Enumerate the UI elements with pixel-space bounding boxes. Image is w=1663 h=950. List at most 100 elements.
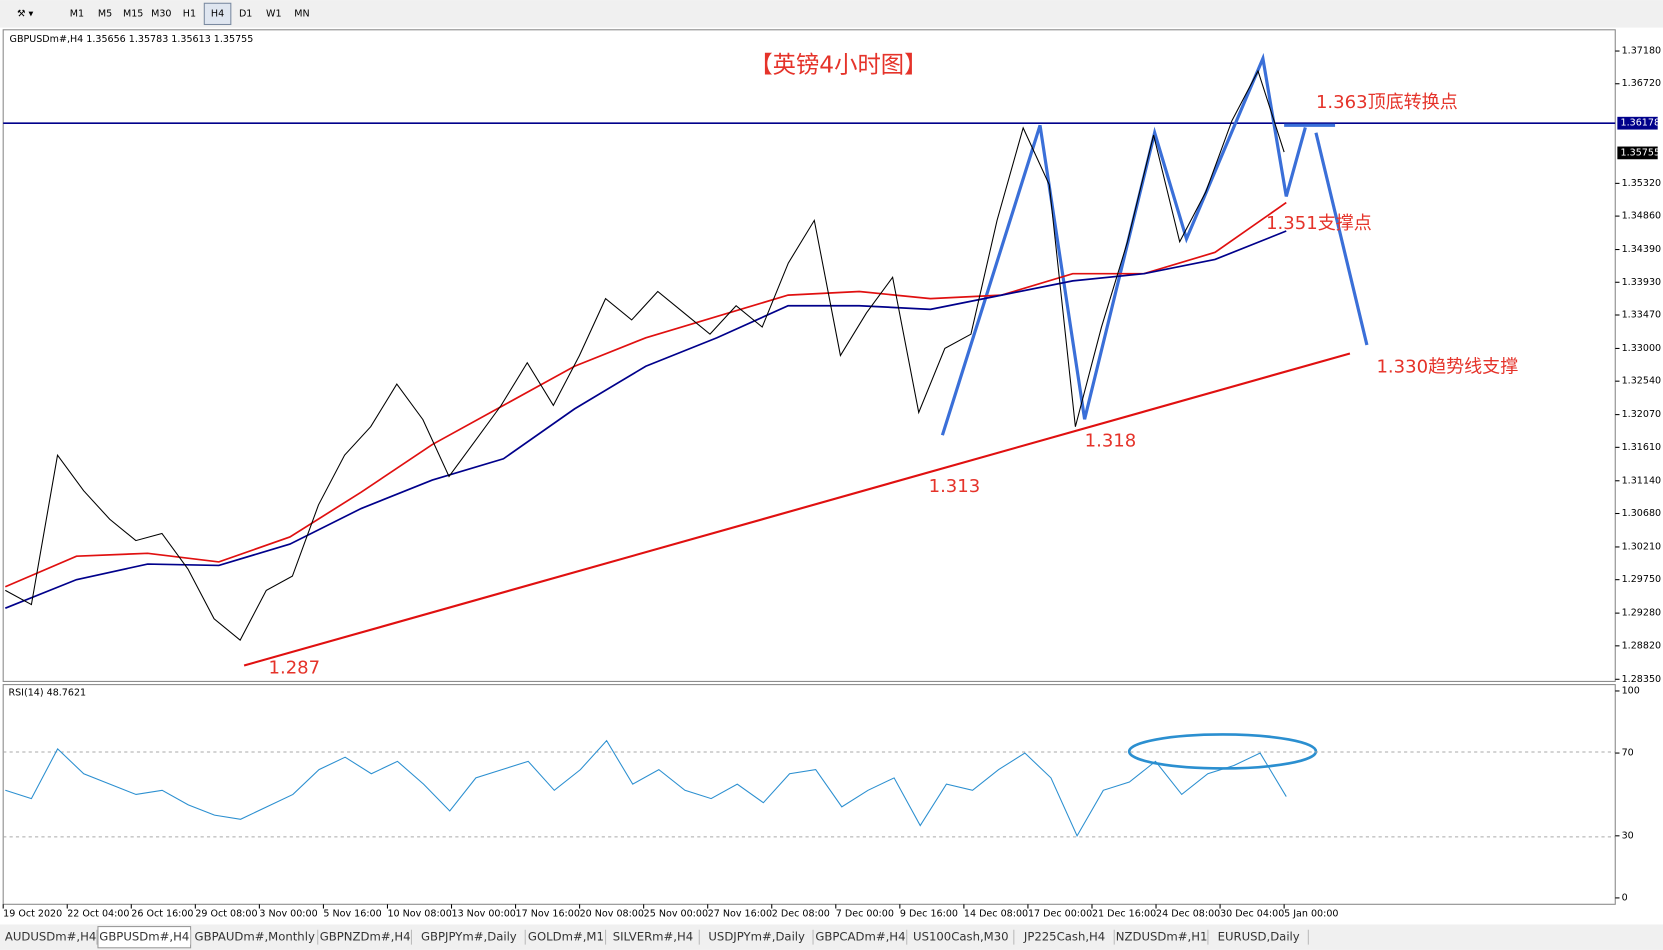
timeframe-label[interactable]: H1 <box>183 8 196 19</box>
tab-label[interactable]: NZDUSDm#,H1 <box>1116 930 1208 944</box>
price-tick-label: 1.30210 <box>1622 541 1661 552</box>
timeframe-label[interactable]: M1 <box>70 8 84 19</box>
time-label: 17 Dec 00:00 <box>1028 908 1092 919</box>
annotation: 1.313 <box>929 476 981 497</box>
price-tick-label: 1.36720 <box>1622 78 1661 89</box>
tab-label[interactable]: GBPCADm#,H4 <box>815 930 905 944</box>
timeframe-label[interactable]: D1 <box>239 8 252 19</box>
time-label: 5 Nov 16:00 <box>323 908 381 919</box>
tab[interactable] <box>1115 926 1208 948</box>
rsi-tick-label: 0 <box>1622 892 1628 903</box>
time-label: 2 Dec 08:00 <box>772 908 830 919</box>
tab-label[interactable]: JP225Cash,H4 <box>1023 930 1105 944</box>
time-label: 17 Nov 16:00 <box>516 908 580 919</box>
price-tick-label: 1.30680 <box>1622 508 1661 519</box>
chart-header: GBPUSDm#,H4 1.35656 1.35783 1.35613 1.35… <box>10 34 254 45</box>
tab-label[interactable]: US100Cash,M30 <box>913 930 1009 944</box>
tab[interactable] <box>526 926 606 948</box>
timeframe-button[interactable] <box>63 3 91 25</box>
tab-label[interactable]: GBPJPYm#,Daily <box>421 930 517 944</box>
price-tick-label: 1.29750 <box>1622 574 1661 585</box>
tab-label[interactable]: GBPAUDm#,Monthly <box>195 930 315 944</box>
tab[interactable] <box>907 926 1014 948</box>
price-tick-label: 1.37180 <box>1622 46 1661 57</box>
price-tick-label: 1.35320 <box>1622 178 1661 189</box>
ma-red <box>4 201 1287 588</box>
tab[interactable] <box>318 926 412 948</box>
price-tick-label: 1.31140 <box>1622 475 1661 486</box>
annotation: 1.318 <box>1085 431 1137 452</box>
tab-label[interactable]: EURUSD,Daily <box>1218 930 1300 944</box>
price-tick-label: 1.33930 <box>1622 277 1661 288</box>
timeframe-label[interactable]: M30 <box>151 8 171 19</box>
time-label: 21 Dec 16:00 <box>1092 908 1156 919</box>
price-tick-label: 1.32540 <box>1622 376 1661 387</box>
timeframe-button[interactable] <box>176 3 203 25</box>
annotation: 1.287 <box>268 658 320 679</box>
level-label-box <box>1617 116 1658 130</box>
time-label: 22 Oct 04:00 <box>67 908 129 919</box>
chart-title: 【英镑4小时图】 <box>749 50 927 78</box>
tab[interactable] <box>814 926 907 948</box>
price-tick-label: 1.33470 <box>1622 309 1661 320</box>
tab-label[interactable]: GBPNZDm#,H4 <box>320 930 411 944</box>
timeframe-button[interactable] <box>148 3 175 25</box>
timeframe-button[interactable] <box>119 3 147 25</box>
annotation: 1.330趋势线支撑 <box>1376 356 1518 377</box>
tab-label[interactable]: AUDUSDm#,H4 <box>5 930 96 944</box>
time-label: 19 Oct 2020 <box>3 908 62 919</box>
tab[interactable] <box>191 926 318 948</box>
timeframe-button[interactable] <box>91 3 119 25</box>
price-tick-label: 1.32070 <box>1622 409 1661 420</box>
rsi-tick-label: 70 <box>1622 748 1634 759</box>
tab[interactable] <box>1208 926 1309 948</box>
tab-label[interactable]: GOLDm#,M1 <box>528 930 604 944</box>
time-label: 24 Dec 08:00 <box>1156 908 1220 919</box>
rsi-tick-label: 100 <box>1622 685 1640 696</box>
timeframe-button[interactable] <box>232 3 259 25</box>
tab[interactable] <box>700 926 814 948</box>
time-label: 27 Nov 16:00 <box>708 908 772 919</box>
time-label: 14 Dec 08:00 <box>964 908 1028 919</box>
time-label: 9 Dec 16:00 <box>900 908 958 919</box>
tab[interactable] <box>606 926 700 948</box>
annotation: 1.363顶底转换点 <box>1316 92 1458 113</box>
time-label: 20 Nov 08:00 <box>580 908 644 919</box>
tab-label[interactable]: GBPUSDm#,H4 <box>99 930 189 944</box>
timeframe-button[interactable] <box>288 3 316 25</box>
time-label: 13 Nov 00:00 <box>452 908 516 919</box>
rsi-label: RSI(14) 48.7621 <box>8 688 86 699</box>
tab-label[interactable]: USDJPYm#,Daily <box>708 930 805 944</box>
timeframe-button[interactable] <box>260 3 288 25</box>
price-tick-label: 1.34390 <box>1622 244 1661 255</box>
price-label: 1.35755 <box>1621 147 1660 158</box>
arrows <box>940 52 1369 436</box>
timeframe-label[interactable]: M15 <box>123 8 143 19</box>
tab[interactable] <box>412 926 526 948</box>
time-label: 7 Dec 00:00 <box>836 908 894 919</box>
tab[interactable] <box>1014 926 1115 948</box>
price-line <box>5 69 1285 641</box>
tab[interactable] <box>4 926 97 948</box>
timeframe-label[interactable]: W1 <box>266 8 282 19</box>
level-label: 1.36178 <box>1621 118 1660 129</box>
ma-blue <box>4 230 1287 609</box>
trendline <box>243 352 1351 667</box>
main-pane <box>2 29 1616 682</box>
timeframe-button[interactable] <box>203 2 232 26</box>
timeframe-label[interactable]: MN <box>294 8 309 19</box>
time-label: 3 Nov 00:00 <box>259 908 317 919</box>
price-tick-label: 1.34860 <box>1622 211 1661 222</box>
chart-window <box>0 27 1663 925</box>
timeframe-label[interactable]: M5 <box>98 8 112 19</box>
time-label: 25 Nov 00:00 <box>644 908 708 919</box>
tool-icon[interactable]: ⚒ ▾ <box>17 8 34 19</box>
price-tick-label: 1.28820 <box>1622 640 1661 651</box>
timeframe-label[interactable]: H4 <box>211 8 224 19</box>
annotation: 1.351支撑点 <box>1266 213 1372 234</box>
price-tick-label: 1.29280 <box>1622 608 1661 619</box>
price-tick-label: 1.31610 <box>1622 442 1661 453</box>
tab-label[interactable]: SILVERm#,H4 <box>613 930 694 944</box>
